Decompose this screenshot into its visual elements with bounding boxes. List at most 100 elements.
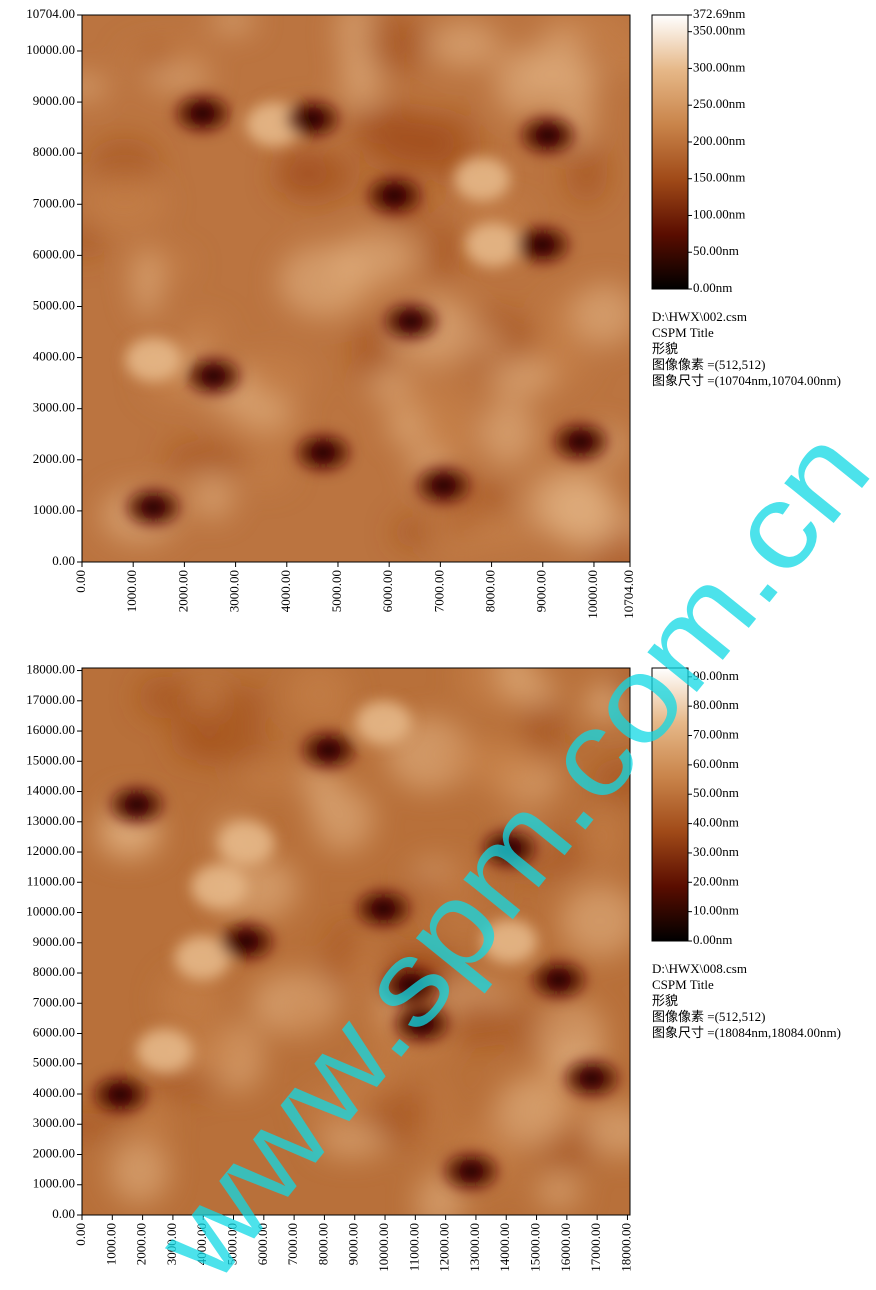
y-tick-label: 10704.00 xyxy=(26,6,75,21)
grain xyxy=(426,218,461,281)
x-tick-label: 9000.00 xyxy=(346,1223,361,1265)
dark-spot xyxy=(201,367,227,385)
grain xyxy=(237,762,305,792)
page: 0.00 1000.00 2000.00 3000.00 4000.00 5000.00 6… xyxy=(0,0,876,1290)
colorbar-tick-label: 10.00nm xyxy=(693,903,739,918)
grain xyxy=(466,329,502,355)
grain xyxy=(183,315,228,350)
x-tick-label: 8000.00 xyxy=(315,1223,330,1265)
grain xyxy=(164,441,252,473)
dark-spot xyxy=(140,498,166,516)
light-spot xyxy=(465,223,521,267)
grain xyxy=(387,406,425,447)
colorbar-tick-label: 30.00nm xyxy=(693,844,739,859)
light-spot xyxy=(136,1029,192,1073)
x-tick-label: 9000.00 xyxy=(534,570,549,612)
x-tick-label: 13000.00 xyxy=(467,1223,482,1272)
x-tick-label: 7000.00 xyxy=(431,570,446,612)
x-tick-label: 10000.00 xyxy=(585,570,600,619)
info-line: CSPM Title xyxy=(652,977,714,992)
colorbar-tick-label: 150.00nm xyxy=(693,170,745,185)
grain xyxy=(584,1104,655,1156)
info-line: 图像像素 =(512,512) xyxy=(652,1009,766,1024)
dark-spot xyxy=(568,433,594,451)
grain xyxy=(480,399,536,466)
grain xyxy=(548,477,619,549)
colorbar-tick-label: 20.00nm xyxy=(693,873,739,888)
y-tick-label: 8000.00 xyxy=(33,964,75,979)
dark-spot xyxy=(316,741,342,759)
y-tick-label: 15000.00 xyxy=(26,752,75,767)
colorbar-tick-label: 40.00nm xyxy=(693,815,739,830)
y-tick-label: 4000.00 xyxy=(33,1085,75,1100)
y-tick-label: 16000.00 xyxy=(26,722,75,737)
dark-spot xyxy=(107,1086,133,1104)
dark-spot xyxy=(233,933,259,951)
y-tick-label: 12000.00 xyxy=(26,843,75,858)
dark-spot xyxy=(529,236,555,254)
dark-spot xyxy=(381,187,407,205)
x-tick-label: 0.00 xyxy=(73,1223,88,1246)
colorbar-tick-label: 350.00nm xyxy=(693,23,745,38)
dark-spot xyxy=(190,104,216,122)
grain xyxy=(560,884,640,957)
light-spot xyxy=(355,701,411,745)
x-tick-label: 17000.00 xyxy=(588,1223,603,1272)
x-tick-label: 0.00 xyxy=(73,570,88,593)
y-tick-label: 1000.00 xyxy=(33,502,75,517)
grain xyxy=(535,1174,582,1208)
afm-figure: 0.00 1000.00 2000.00 3000.00 4000.00 5000.00 6… xyxy=(0,0,876,1290)
y-tick-label: 10000.00 xyxy=(26,42,75,57)
y-tick-label: 6000.00 xyxy=(33,246,75,261)
grain xyxy=(497,646,534,701)
x-tick-label: 15000.00 xyxy=(528,1223,543,1272)
colorbar-tick-label: 200.00nm xyxy=(693,133,745,148)
grain xyxy=(144,67,212,92)
dark-spot xyxy=(310,444,336,462)
colorbar-tick-label: 60.00nm xyxy=(693,756,739,771)
y-tick-label: 18000.00 xyxy=(26,662,75,677)
x-tick-label: 18000.00 xyxy=(618,1223,633,1272)
y-tick-label: 7000.00 xyxy=(33,994,75,1009)
grain xyxy=(429,21,500,68)
grain xyxy=(193,726,269,765)
y-tick-label: 3000.00 xyxy=(33,1115,75,1130)
y-tick-label: 4000.00 xyxy=(33,349,75,364)
dark-spot xyxy=(431,476,457,494)
grain xyxy=(287,662,351,725)
colorbar-tick-label: 100.00nm xyxy=(693,206,745,221)
x-tick-label: 12000.00 xyxy=(437,1223,452,1272)
grain xyxy=(138,676,197,719)
y-tick-label: 0.00 xyxy=(52,553,75,568)
x-tick-label: 11000.00 xyxy=(406,1223,421,1271)
grain xyxy=(565,143,608,203)
x-tick-label: 2000.00 xyxy=(175,570,190,612)
y-tick-label: 9000.00 xyxy=(33,93,75,108)
y-tick-label: 17000.00 xyxy=(26,692,75,707)
grain xyxy=(215,685,267,731)
x-tick-label: 4000.00 xyxy=(278,570,293,612)
grain xyxy=(84,173,167,232)
x-tick-label: 5000.00 xyxy=(329,570,344,612)
dark-spot xyxy=(124,796,150,814)
y-tick-label: 1000.00 xyxy=(33,1176,75,1191)
colorbar-tick-label: 300.00nm xyxy=(693,59,745,74)
colorbar-tick-label: 50.00nm xyxy=(693,785,739,800)
y-tick-label: 2000.00 xyxy=(33,1145,75,1160)
light-spot xyxy=(191,865,247,909)
colorbar-tick-label: 0.00nm xyxy=(693,280,732,295)
y-tick-label: 2000.00 xyxy=(33,451,75,466)
x-tick-label: 10000.00 xyxy=(376,1223,391,1272)
y-tick-label: 5000.00 xyxy=(33,297,75,312)
x-tick-label: 14000.00 xyxy=(497,1223,512,1272)
dark-spot xyxy=(535,126,561,144)
info-line: D:\HWX\008.csm xyxy=(652,961,747,976)
info-line: CSPM Title xyxy=(652,325,714,340)
y-tick-label: 7000.00 xyxy=(33,195,75,210)
colorbar-tick-label: 50.00nm xyxy=(693,243,739,258)
grain xyxy=(210,7,255,35)
grain xyxy=(363,109,447,174)
grain xyxy=(599,36,654,76)
y-tick-label: 5000.00 xyxy=(33,1055,75,1070)
grain xyxy=(159,970,224,1032)
